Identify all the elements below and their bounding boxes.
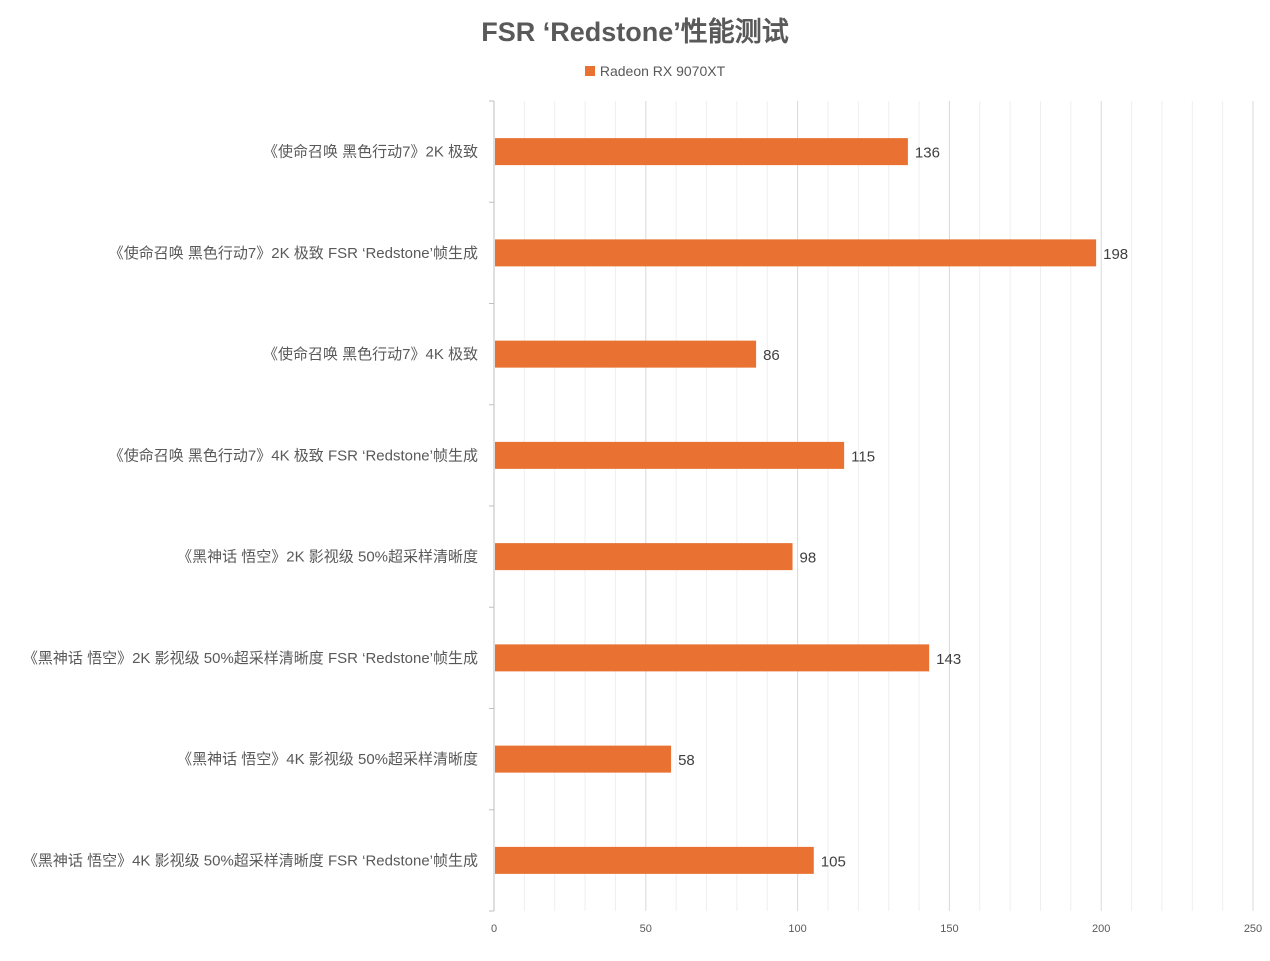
- x-tick-label: 150: [940, 923, 958, 935]
- data-label: 98: [800, 550, 817, 567]
- data-label: 136: [915, 145, 940, 162]
- data-label: 143: [936, 651, 961, 668]
- category-label: 《黑神话 悟空》4K 影视级 50%超采样清晰度 FSR ‘Redstone’帧…: [23, 852, 478, 869]
- category-label: 《黑神话 悟空》4K 影视级 50%超采样清晰度: [177, 751, 478, 768]
- bar: [495, 138, 908, 166]
- x-tick-label: 200: [1092, 923, 1110, 935]
- legend: Radeon RX 9070XT: [0, 63, 1270, 79]
- data-label: 86: [763, 347, 780, 364]
- data-label: 58: [678, 752, 695, 769]
- category-label: 《黑神话 悟空》2K 影视级 50%超采样清晰度 FSR ‘Redstone’帧…: [23, 650, 478, 667]
- bar: [495, 340, 757, 368]
- bar: [495, 846, 814, 874]
- bar: [495, 644, 930, 672]
- x-tick-label: 0: [491, 923, 497, 935]
- label-layer: 0 50 100 150 200 250 136 《使命召唤 黑色行动7》2K 极致 198 《使…: [23, 143, 1262, 935]
- bar: [495, 543, 793, 571]
- grid-layer: [489, 100, 1254, 912]
- data-label: 105: [821, 853, 846, 870]
- data-label: 198: [1103, 246, 1128, 263]
- bar-layer: [495, 138, 1097, 874]
- category-label: 《使命召唤 黑色行动7》4K 极致: [263, 345, 478, 363]
- category-label: 《黑神话 悟空》2K 影视级 50%超采样清晰度: [177, 549, 478, 566]
- bar: [495, 441, 845, 469]
- legend-label: Radeon RX 9070XT: [599, 63, 726, 79]
- category-label: 《使命召唤 黑色行动7》2K 极致: [263, 143, 478, 161]
- bar: [495, 745, 672, 773]
- category-label: 《使命召唤 黑色行动7》4K 极致 FSR ‘Redstone’帧生成: [109, 446, 478, 464]
- bar: [495, 239, 1097, 267]
- x-tick-label: 100: [788, 923, 806, 935]
- x-tick-label: 250: [1244, 923, 1262, 935]
- category-label: 《使命召唤 黑色行动7》2K 极致 FSR ‘Redstone’帧生成: [109, 244, 478, 262]
- legend-swatch: [584, 66, 595, 76]
- data-label: 115: [851, 448, 875, 465]
- chart-title: FSR ‘Redstone’性能测试: [481, 17, 789, 47]
- x-tick-label: 50: [640, 923, 652, 935]
